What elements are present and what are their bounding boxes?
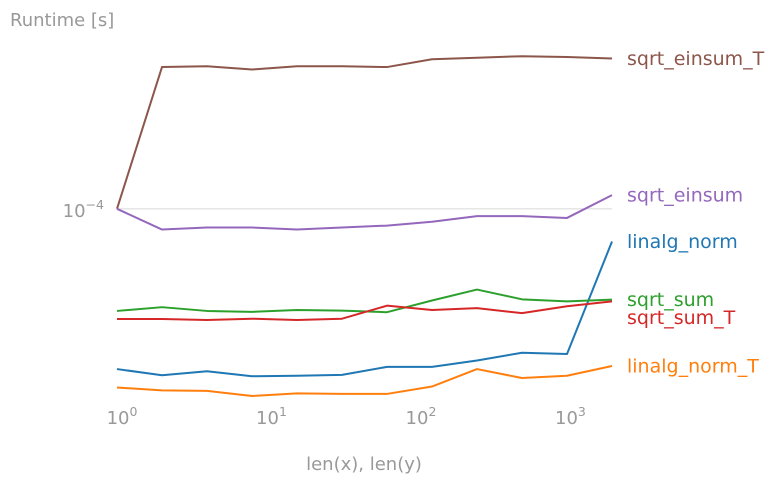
y-axis-title: Runtime [s]: [10, 10, 114, 31]
tick-layer: 100 101 102 103 10−4: [63, 197, 586, 429]
x-tick-label-3: 103: [555, 404, 586, 429]
series-line-linalg_norm: [116, 241, 613, 378]
series-label-sqrt_einsum: sqrt_einsum: [627, 185, 743, 207]
series-label-sqrt_einsum_T: sqrt_einsum_T: [627, 48, 765, 70]
x-tick-label-0: 100: [107, 404, 138, 429]
series-label-linalg_norm: linalg_norm: [627, 231, 738, 253]
series-label-sqrt_sum_T: sqrt_sum_T: [627, 307, 736, 329]
x-tick-label-2: 102: [406, 404, 437, 429]
series-line-sqrt_einsum_T: [116, 55, 613, 210]
series-label-sqrt_sum: sqrt_sum: [627, 289, 714, 311]
series-line-sqrt_sum: [116, 288, 613, 314]
series-label-linalg_norm_T: linalg_norm_T: [627, 356, 759, 378]
series-line-sqrt_einsum: [116, 194, 613, 231]
x-tick-label-1: 101: [256, 404, 287, 429]
series-label-layer: sqrt_einsum_T sqrt_einsum linalg_norm sqrt_…: [627, 48, 765, 378]
x-axis-title: len(x), len(y): [306, 454, 422, 475]
series-layer: [116, 55, 613, 397]
series-line-linalg_norm_T: [116, 365, 613, 397]
series-line-sqrt_sum_T: [117, 300, 613, 322]
y-tick-label-0: 10−4: [63, 197, 104, 222]
